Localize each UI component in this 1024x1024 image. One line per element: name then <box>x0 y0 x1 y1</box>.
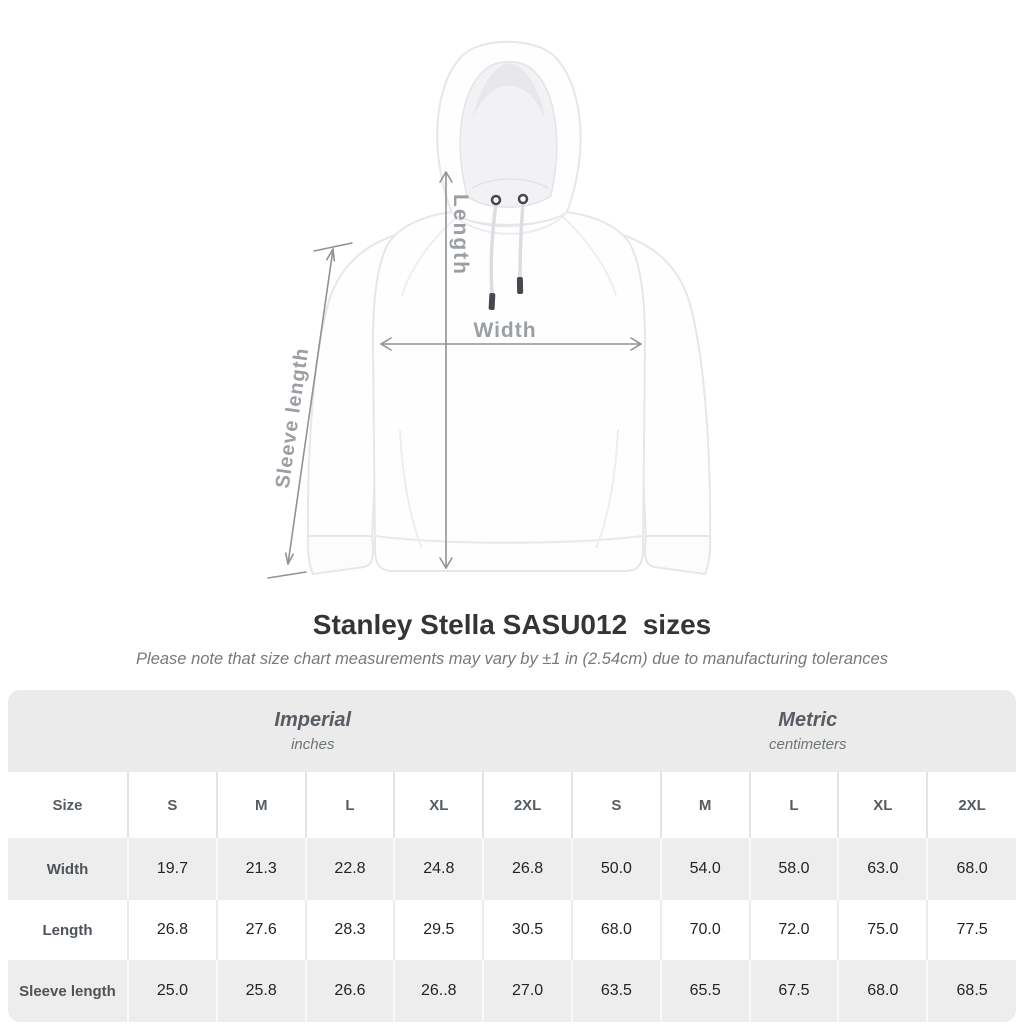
column-header-xl-imperial: XL <box>393 772 484 838</box>
unit-group-header: Imperial inches Metric centimeters <box>8 690 1016 772</box>
column-header-2xl-metric: 2XL <box>926 772 1016 838</box>
measurement-value: 21.3 <box>215 838 306 900</box>
column-header-s-imperial: S <box>127 772 217 838</box>
measurement-value: 24.8 <box>393 838 484 900</box>
imperial-label: Imperial <box>274 709 352 731</box>
measurement-value: 27.0 <box>482 960 572 1022</box>
column-header-2xl-imperial: 2XL <box>482 772 572 838</box>
measurement-value: 25.0 <box>127 960 217 1022</box>
measurement-value: 27.6 <box>215 900 306 960</box>
row-width: Width 19.7 21.3 22.8 24.8 26.8 50.0 54.0 58.0 63.… <box>8 838 1016 900</box>
length-label: Length <box>449 194 472 276</box>
metric-label: Metric <box>778 709 838 731</box>
imperial-group: Imperial inches <box>28 690 598 772</box>
row-label: Width <box>46 860 89 878</box>
column-header-l-imperial: L <box>304 772 395 838</box>
measurement-value: 26.8 <box>127 900 217 960</box>
column-header-l-metric: L <box>748 772 839 838</box>
measurement-value: 30.5 <box>482 900 572 960</box>
measurement-value: 75.0 <box>837 900 928 960</box>
measurement-value: 26..8 <box>393 960 484 1022</box>
measurement-value: 26.8 <box>482 838 572 900</box>
measurement-value: 22.8 <box>304 838 395 900</box>
column-header-m-imperial: M <box>215 772 306 838</box>
measurement-value: 63.0 <box>837 838 928 900</box>
column-header-row: Size S M L XL 2XL S M L XL 2XL <box>8 772 1016 838</box>
measurements-table: Size S M L XL 2XL S M L XL 2XL Width 19.7 21.3 22.8 24… <box>8 772 1016 1022</box>
measurement-value: 67.5 <box>748 960 839 1022</box>
column-header-xl-metric: XL <box>837 772 928 838</box>
row-label: Length <box>42 921 93 939</box>
measurement-value: 77.5 <box>926 900 1016 960</box>
column-header-s-metric: S <box>570 772 661 838</box>
length-arrow <box>439 171 453 569</box>
size-chart: Imperial inches Metric centimeters Size S… <box>8 690 1016 1022</box>
sleeve-length-arrow <box>267 242 353 579</box>
hoodie-body <box>372 211 646 572</box>
hoodie-illustration <box>267 40 712 579</box>
column-header-m-metric: M <box>659 772 750 838</box>
measurement-value: 68.0 <box>570 900 661 960</box>
measurement-value: 63.5 <box>570 960 661 1022</box>
measurement-value: 68.0 <box>926 838 1016 900</box>
column-header-size: Size <box>52 796 83 814</box>
measurement-value: 58.0 <box>748 838 839 900</box>
row-label: Sleeve length <box>19 982 116 1000</box>
row-length: Length 26.8 27.6 28.3 29.5 30.5 68.0 70.0 72.0 75… <box>8 900 1016 960</box>
row-sleeve-length: Sleeve length 25.0 25.8 26.6 26..8 27.0 63.5 65… <box>8 960 1016 1022</box>
imperial-unit: inches <box>291 736 335 753</box>
metric-group: Metric centimeters <box>589 690 1016 772</box>
measurement-value: 19.7 <box>127 838 217 900</box>
measurement-value: 68.5 <box>926 960 1016 1022</box>
measurement-value: 72.0 <box>748 900 839 960</box>
measurement-value: 70.0 <box>659 900 750 960</box>
width-label: Width <box>473 319 537 342</box>
measurement-value: 25.8 <box>215 960 306 1022</box>
measurement-value: 50.0 <box>570 838 661 900</box>
measurement-value: 54.0 <box>659 838 750 900</box>
measurement-value: 28.3 <box>304 900 395 960</box>
hoodie-drawstrings <box>488 193 529 311</box>
hoodie-measurement-diagram: Length Width Sleeve length <box>267 40 712 579</box>
measurement-arrows <box>267 171 642 579</box>
metric-unit: centimeters <box>768 736 847 753</box>
measurement-value: 65.5 <box>659 960 750 1022</box>
tolerance-note: Please note that size chart measurements… <box>136 650 888 668</box>
width-arrow <box>380 337 642 351</box>
page-title: Stanley Stella SASU012 sizes <box>312 609 712 640</box>
hoodie-hood <box>436 40 582 235</box>
measurement-value: 29.5 <box>393 900 484 960</box>
measurement-value: 68.0 <box>837 960 928 1022</box>
measurement-value: 26.6 <box>304 960 395 1022</box>
